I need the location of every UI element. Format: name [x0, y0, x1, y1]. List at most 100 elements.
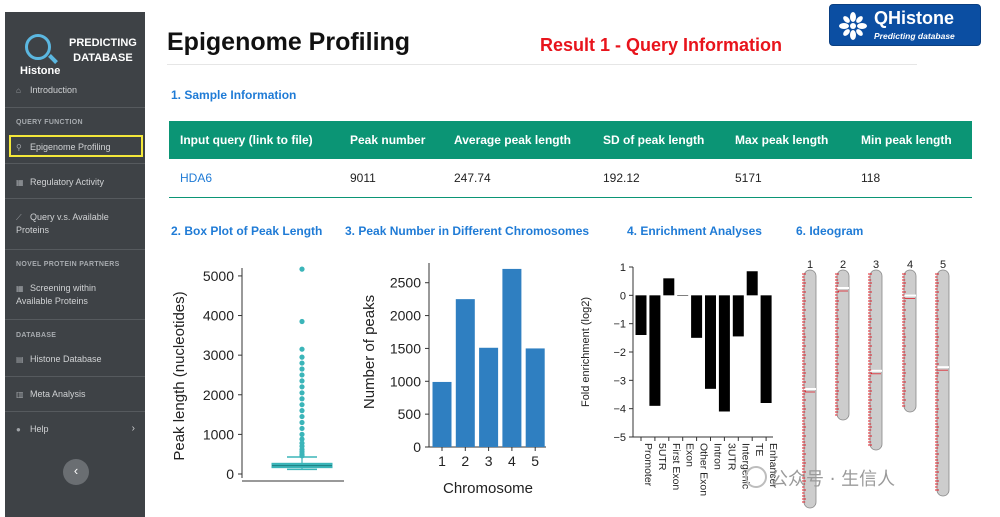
ideogram-chart: 1 2 3 4 5	[802, 259, 950, 509]
enrichment-ylabel: Fold enrichment (log2)	[580, 297, 592, 407]
box-outlier	[299, 425, 305, 432]
box-outlier	[299, 431, 305, 437]
watermark-icon	[745, 466, 767, 488]
column-header: Peak number	[339, 121, 443, 159]
box-y-tick-label: 0	[226, 466, 234, 482]
bar-y-tick-label: 0	[413, 439, 421, 455]
chart-icon: ▥	[16, 390, 24, 399]
box-outlier	[299, 354, 305, 360]
help-icon: ●	[16, 425, 21, 434]
bar-chromosome-1	[432, 381, 452, 447]
watermark-text: 公众号 · 生信人	[770, 469, 896, 490]
enr-x-tick-label: 3UTR	[725, 443, 737, 471]
enr-y-tick-label: −4	[613, 404, 626, 416]
peak-number-bar-chart: Number of peaks Chromosome 0 500 1000 1500 2…	[361, 263, 546, 497]
table-icon: ▦	[16, 284, 24, 293]
table-cell: 118	[850, 159, 972, 198]
query-file-link[interactable]: HDA6	[169, 159, 339, 198]
box-plot-chart: Peak length (nucleotides) 0 1000 2000 3000 4…	[171, 266, 344, 482]
enr-y-tick-label: 1	[620, 262, 626, 274]
sidebar-item-label-line2: Available Proteins	[16, 296, 88, 306]
sidebar-item-label-line2: Proteins	[16, 225, 50, 235]
enr-y-tick-label: 0	[620, 290, 626, 302]
table-row: HDA6 9011 247.74 192.12 5171 118	[169, 159, 972, 198]
box-outlier	[299, 360, 305, 366]
bar-chart-xlabel: Chromosome	[443, 480, 533, 497]
sidebar-item-label: Query v.s. Available	[30, 212, 109, 222]
section-enrichment: 4. Enrichment Analyses	[627, 224, 762, 238]
bar-x-tick-label: 4	[508, 453, 516, 469]
box-outlier	[299, 372, 305, 378]
box-y-tick-label: 3000	[203, 347, 234, 363]
brand-name: QHistone	[874, 8, 955, 28]
grid-icon: ▤	[16, 355, 24, 364]
sidebar-item-label: Screening within	[30, 283, 97, 293]
sidebar-item-histone-database[interactable]: ▤ Histone Database	[5, 353, 145, 366]
divider	[5, 107, 145, 108]
enr-y-tick-label: −3	[613, 375, 626, 387]
table-cell: 192.12	[592, 159, 724, 198]
column-header: Average peak length	[443, 121, 592, 159]
box-outlier	[299, 436, 305, 442]
sidebar-item-introduction[interactable]: ⌂ Introduction	[5, 84, 145, 97]
ideogram-label-4: 4	[907, 259, 913, 271]
sidebar-item-screening[interactable]: ▦ Screening within Available Proteins	[5, 282, 145, 308]
enr-x-tick-label: Exon	[684, 443, 696, 467]
column-header: Input query (link to file)	[169, 121, 339, 159]
enr-x-tick-label: Promoter	[642, 443, 654, 487]
box-y-tick-label: 2000	[203, 387, 234, 403]
box-outlier	[299, 266, 305, 272]
table-cell: 9011	[339, 159, 443, 198]
enr-bar-intron	[705, 295, 716, 389]
search-icon: ⚲	[16, 143, 22, 152]
home-icon: ⌂	[16, 86, 21, 95]
enr-y-tick-label: −5	[613, 432, 626, 444]
box-outlier	[299, 378, 305, 384]
box-outlier	[299, 384, 305, 390]
enr-x-tick-label: First Exon	[670, 443, 682, 490]
box-y-tick-label: 5000	[203, 268, 234, 284]
sidebar-item-label: Meta Analysis	[30, 389, 86, 399]
bar-chromosome-3	[479, 347, 499, 447]
bar-y-tick-label: 2500	[390, 275, 421, 291]
sidebar-item-label: Help	[30, 424, 49, 434]
histone-logo[interactable]: Histone PREDICTING DATABASE	[17, 30, 142, 80]
header-divider	[167, 64, 917, 65]
section-novel-protein-partners: NOVEL PROTEIN PARTNERS	[16, 261, 120, 268]
sidebar-item-meta-analysis[interactable]: ▥ Meta Analysis	[5, 388, 145, 401]
sidebar-item-help[interactable]: ● Help	[5, 423, 145, 436]
section-database: DATABASE	[16, 332, 57, 339]
chevron-right-icon[interactable]: ›	[131, 423, 135, 434]
bar-chromosome-2	[455, 299, 475, 447]
enr-bar-other-exon	[691, 295, 703, 338]
box-y-tick-label: 4000	[203, 308, 234, 324]
collapse-sidebar-button[interactable]: ‹	[63, 459, 89, 485]
enr-bar-intergenic	[732, 295, 744, 337]
table-cell: 247.74	[443, 159, 592, 198]
sidebar-item-epigenome-profiling[interactable]: ⚲ Epigenome Profiling	[5, 141, 145, 154]
enr-bar-promoter	[635, 295, 647, 335]
sidebar-item-label: Epigenome Profiling	[30, 142, 111, 152]
bar-x-tick-label: 3	[485, 453, 493, 469]
box-y-tick-label: 1000	[203, 426, 234, 442]
sidebar-item-query-vs-available[interactable]: ⟋ Query v.s. Available Proteins	[5, 211, 145, 237]
ideogram-label-5: 5	[940, 259, 946, 271]
enr-bar-3utr	[718, 295, 730, 412]
enr-y-tick-label: −1	[613, 319, 626, 331]
bar-chart-ylabel: Number of peaks	[361, 295, 378, 409]
enr-x-tick-label: TE	[753, 443, 765, 456]
sidebar-item-regulatory-activity[interactable]: ▦ Regulatory Activity	[5, 176, 145, 189]
table-header-row: Input query (link to file) Peak number A…	[169, 121, 972, 159]
enr-y-tick-label: −2	[613, 347, 626, 359]
brand-logo[interactable]: QHistone Predicting database	[829, 4, 981, 46]
enr-x-tick-label: Intron	[712, 443, 724, 470]
sidebar: Histone PREDICTING DATABASE ⌂ Introductio…	[5, 12, 145, 517]
box-outlier	[299, 390, 305, 396]
chromosome-4	[903, 269, 917, 413]
logo-title-line1: PREDICTING	[69, 37, 137, 49]
box-plot-ylabel: Peak length (nucleotides)	[171, 291, 188, 460]
bar-y-tick-label: 500	[398, 406, 422, 422]
logo-title: PREDICTING DATABASE	[69, 36, 137, 66]
box-outlier	[299, 402, 305, 408]
page-title: Epigenome Profiling	[167, 28, 411, 56]
